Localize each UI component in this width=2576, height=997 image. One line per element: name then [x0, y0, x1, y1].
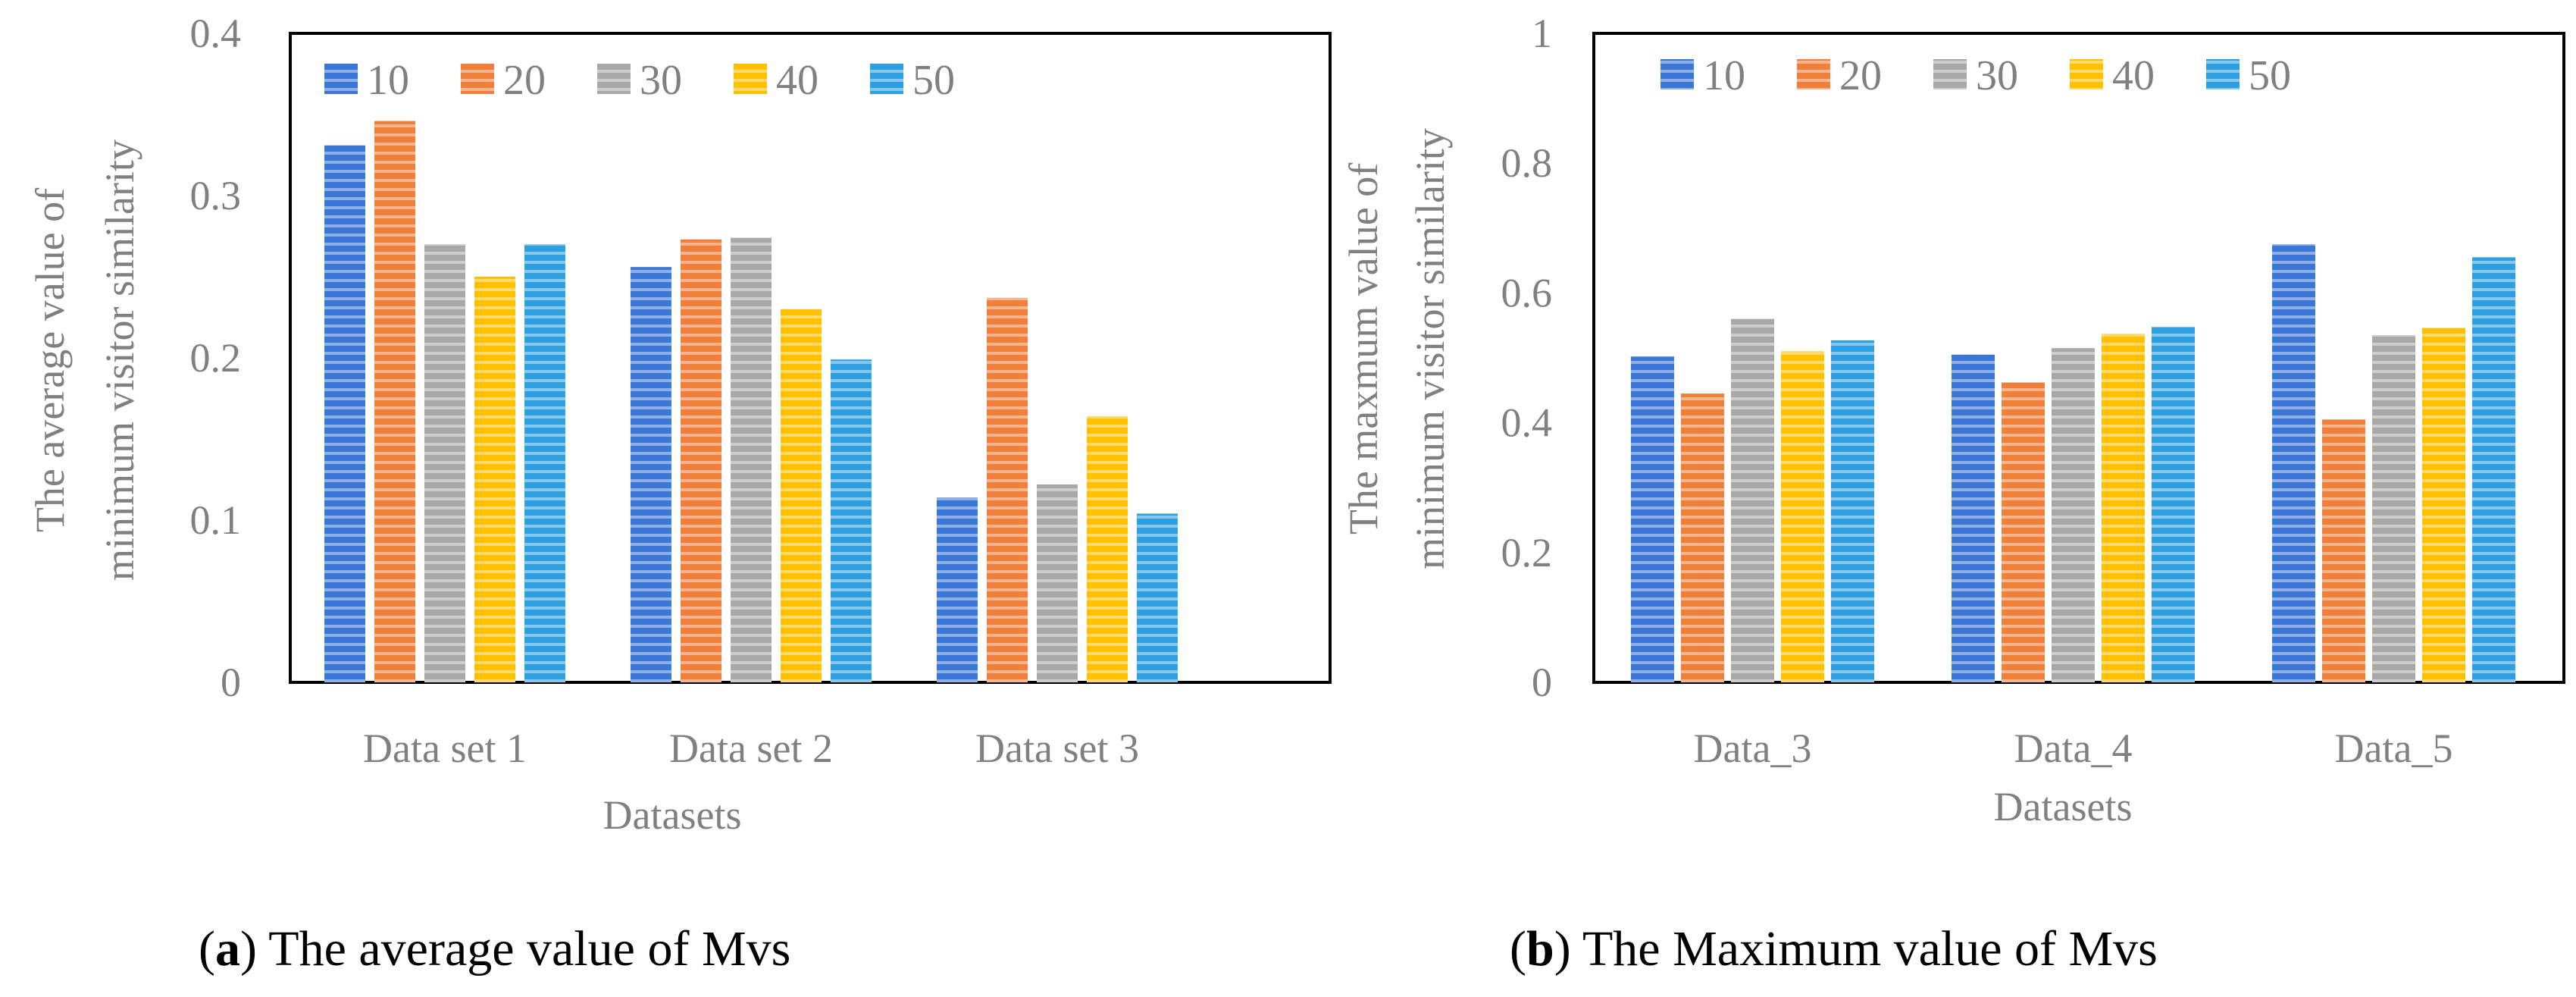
caption-b-text: The Maximum value of Mvs: [1571, 921, 2158, 977]
bar-stripes: [1952, 354, 1995, 682]
caption-b: (b) The Maximum value of Mvs: [1510, 921, 2158, 977]
legend-label-50: 50: [2249, 52, 2291, 99]
y-axis-ticks: 0 0.2 0.4 0.6 0.8 1: [1501, 11, 1553, 705]
legend-label-20: 20: [503, 57, 546, 104]
bar-stripes: [2372, 335, 2415, 682]
bar-stripes: [2152, 326, 2195, 682]
chart-maximum-mvs: 0 0.2 0.4 0.6 0.8 1 Data_3 Data_4 Data_5 10 20 30…: [1341, 11, 2565, 829]
legend-label-30: 30: [640, 57, 682, 104]
bar-stripes: [2472, 257, 2515, 682]
y-tick-label: 1: [1532, 11, 1552, 56]
legend-label-50: 50: [912, 57, 955, 104]
y-axis-title-line2: minimum visitor similarity: [1407, 128, 1453, 569]
y-axis-title-line2: minimum visitor similarity: [97, 140, 142, 581]
x-tick-label: Data_5: [2335, 726, 2453, 771]
y-tick-label: 0.3: [190, 173, 242, 218]
bar-stripes: [2322, 419, 2365, 682]
y-axis-title-line1: The average value of: [27, 188, 73, 532]
bar-group: [1631, 244, 2515, 682]
x-tick-label: Data_4: [2014, 726, 2133, 771]
bar-stripes: [937, 497, 978, 682]
y-tick-label: 0.4: [190, 11, 242, 56]
x-tick-label: Data_3: [1694, 726, 1812, 771]
bar-stripes: [1631, 356, 1674, 682]
bar-stripes: [1037, 484, 1078, 682]
bar-stripes: [2422, 328, 2465, 682]
y-tick-label: 0.8: [1501, 140, 1553, 186]
y-axis-title-line1: The maxmum value of: [1341, 163, 1386, 535]
bar-stripes: [1781, 351, 1824, 682]
bar-stripes: [324, 145, 365, 682]
legend-swatch-stripes: [461, 64, 494, 94]
caption-a-letter: a: [215, 921, 240, 977]
bar-stripes: [731, 237, 772, 682]
bar-stripes: [474, 277, 515, 682]
y-tick-label: 0.2: [190, 335, 242, 381]
x-axis-ticks: Data set 1 Data set 2 Data set 3: [363, 726, 1139, 771]
x-tick-label: Data set 3: [975, 726, 1139, 771]
x-axis-title: Datasets: [1994, 784, 2133, 829]
legend-swatch-stripes: [1933, 59, 1967, 89]
x-axis-title: Datasets: [603, 792, 742, 838]
bar-stripes: [1831, 340, 1874, 682]
legend-swatch-stripes: [870, 64, 903, 94]
bar-stripes: [1681, 393, 1724, 682]
legend-swatch-stripes: [2206, 59, 2240, 89]
bar-stripes: [631, 267, 671, 682]
legend-label-40: 40: [2112, 52, 2155, 99]
bar-stripes: [2272, 244, 2315, 682]
bar-stripes: [2052, 348, 2095, 682]
caption-a: (a) The average value of Mvs: [199, 921, 790, 977]
legend-swatch-stripes: [324, 64, 358, 94]
bar-stripes: [987, 297, 1028, 682]
y-axis-ticks: 0 0.1 0.2 0.3 0.4: [190, 11, 242, 705]
bar-stripes: [2002, 382, 2045, 682]
legend-label-10: 10: [1703, 52, 1745, 99]
bar-stripes: [681, 239, 721, 682]
legend-swatch-stripes: [597, 64, 631, 94]
bar-stripes: [1137, 513, 1178, 682]
legend-swatch-stripes: [734, 64, 767, 94]
legend-label-20: 20: [1839, 52, 1882, 99]
caption-b-letter: b: [1526, 921, 1554, 977]
y-tick-label: 0.1: [190, 497, 242, 543]
legend-label-40: 40: [776, 57, 818, 104]
x-tick-label: Data set 1: [363, 726, 527, 771]
x-axis-ticks: Data_3 Data_4 Data_5: [1694, 726, 2453, 771]
bar-group: [324, 121, 1178, 682]
y-tick-label: 0.4: [1501, 400, 1553, 446]
y-tick-label: 0: [1532, 660, 1552, 705]
x-tick-label: Data set 2: [669, 726, 833, 771]
bar-stripes: [831, 359, 872, 682]
legend: 10 20 30 40 50: [1660, 52, 2291, 99]
bar-stripes: [524, 244, 565, 682]
legend-label-10: 10: [367, 57, 409, 104]
legend-swatch-stripes: [1660, 59, 1694, 89]
bar-stripes: [781, 309, 822, 682]
legend-label-30: 30: [1976, 52, 2018, 99]
legend-swatch-stripes: [1797, 59, 1830, 89]
bar-stripes: [2102, 334, 2145, 682]
y-tick-label: 0.6: [1501, 270, 1553, 315]
y-tick-label: 0: [221, 660, 241, 705]
bar-stripes: [1087, 416, 1128, 682]
chart-average-mvs: 00.10.20.30.4 Data set 1 Data set 2 Data s…: [27, 11, 1332, 838]
legend: 10 20 30 40 50: [324, 57, 955, 104]
bar-stripes: [374, 121, 415, 682]
bar-stripes: [424, 244, 465, 682]
bar-stripes: [1731, 318, 1774, 682]
y-tick-label: 0.2: [1501, 530, 1553, 575]
legend-swatch-stripes: [2070, 59, 2103, 89]
caption-a-text: The average value of Mvs: [257, 921, 790, 977]
